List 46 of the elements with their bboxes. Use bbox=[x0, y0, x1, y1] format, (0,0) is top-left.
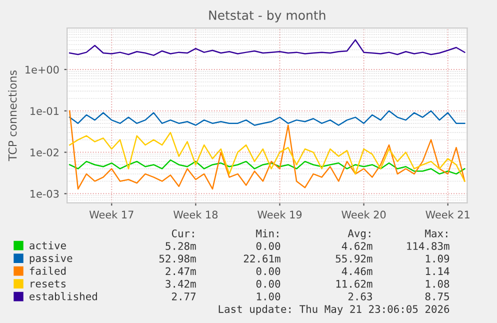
y-tick-label: 1e+00 bbox=[26, 66, 59, 74]
text: 0.00 bbox=[256, 242, 280, 250]
x-tick-label: Week 17 bbox=[89, 210, 134, 219]
text: 22.61m bbox=[244, 254, 280, 263]
legend-label: resets bbox=[30, 280, 66, 288]
chart-title: Netstat - by month bbox=[209, 10, 326, 22]
x-tick-label: Week 21 bbox=[426, 210, 470, 219]
text: 8.75 bbox=[425, 292, 449, 300]
text: 52.98m bbox=[159, 254, 196, 263]
y-tick-label: 1e-01 bbox=[30, 107, 58, 115]
text: 2.63 bbox=[348, 292, 372, 300]
text: 1.09 bbox=[426, 254, 450, 263]
legend-label: active bbox=[30, 241, 66, 250]
text: Min: bbox=[256, 229, 278, 238]
legend-label: established bbox=[30, 292, 97, 300]
text: 5.28m bbox=[166, 242, 196, 250]
text: 2.77 bbox=[172, 292, 196, 300]
line-series bbox=[68, 159, 466, 175]
text: 1.08 bbox=[426, 280, 450, 288]
x-tick-label: Week 19 bbox=[258, 210, 302, 219]
text: Avg: bbox=[348, 230, 370, 240]
x-tick-label: Week 20 bbox=[342, 210, 386, 219]
legend-label: passive bbox=[30, 254, 72, 264]
text: 1.00 bbox=[256, 292, 280, 300]
line-series bbox=[68, 110, 466, 190]
text: 11.62m bbox=[336, 280, 372, 288]
text: Max: bbox=[425, 230, 448, 238]
text: 2.47m bbox=[166, 267, 196, 276]
line-series bbox=[68, 110, 466, 126]
line-series bbox=[68, 132, 466, 182]
text: 4.62m bbox=[342, 242, 372, 250]
text: Last update: Thu May 21 23:06:05 2026 bbox=[218, 304, 450, 315]
text: 0.00 bbox=[256, 267, 280, 276]
x-tick-label: Week 18 bbox=[173, 210, 218, 219]
text: 114.83m bbox=[407, 242, 450, 250]
y-tick-label: 1e-02 bbox=[30, 148, 58, 156]
text: 0.00 bbox=[256, 280, 280, 288]
text: Cur: bbox=[172, 229, 194, 238]
text: 1.14 bbox=[426, 267, 450, 276]
text: 55.92m bbox=[336, 254, 372, 263]
text: 4.46m bbox=[342, 267, 372, 276]
text: 3.42m bbox=[166, 280, 196, 288]
y-tick-label: 1e-03 bbox=[30, 190, 59, 198]
y-axis-title: TCP connections bbox=[8, 70, 17, 162]
line-series bbox=[68, 39, 466, 56]
legend-label: failed bbox=[30, 266, 66, 275]
